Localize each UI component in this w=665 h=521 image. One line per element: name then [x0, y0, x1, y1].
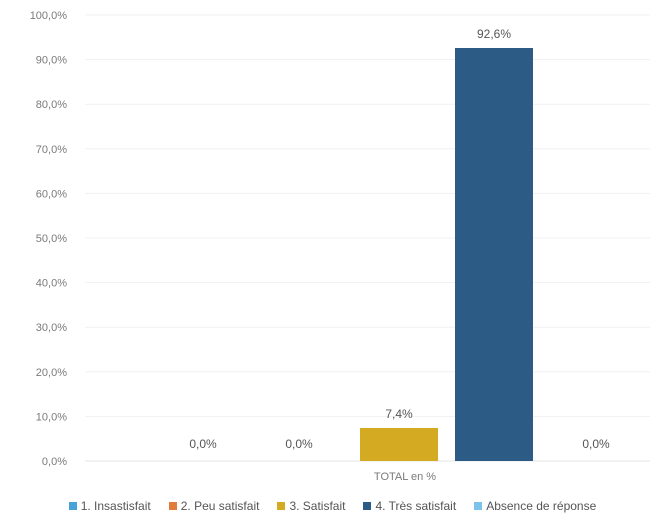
- data-label: 0,0%: [582, 437, 610, 451]
- y-tick-label: 90,0%: [36, 55, 67, 67]
- gridlines: [85, 14, 650, 462]
- legend-swatch: [277, 502, 286, 510]
- x-axis-category-label: TOTAL en %: [374, 471, 436, 483]
- y-tick-label: 50,0%: [36, 233, 67, 245]
- bars: [360, 48, 533, 462]
- bar-3-satisfait: [360, 427, 438, 461]
- legend-item-insatisfait: 1. Insastisfait: [68, 499, 151, 513]
- bar-chart-svg: 0,0% 10,0% 20,0% 30,0% 40,0% 50,0% 60,0% 70,0% 8…: [30, 10, 650, 483]
- legend-label: 2. Peu satisfait: [180, 499, 260, 513]
- y-tick-label: 100,0%: [30, 10, 68, 22]
- legend-swatch: [68, 502, 77, 510]
- data-label: 0,0%: [285, 437, 313, 451]
- y-tick-label: 10,0%: [36, 411, 67, 423]
- bar-4-tr-s-satisfait: [455, 48, 533, 462]
- legend-item-peu-satisfait: 2. Peu satisfait: [168, 499, 260, 513]
- legend-swatch: [168, 502, 177, 510]
- data-label: 0,0%: [189, 437, 217, 451]
- data-label: 7,4%: [385, 407, 413, 421]
- y-tick-label: 70,0%: [36, 144, 67, 156]
- legend: 1. Insastisfait 2. Peu satisfait 3. Sati…: [0, 495, 665, 517]
- data-labels: 0,0% 0,0% 7,4% 92,6% 0,0%: [189, 27, 610, 451]
- legend-item-tres-satisfait: 4. Très satisfait: [363, 499, 456, 513]
- legend-swatch: [363, 502, 372, 510]
- y-tick-label: 40,0%: [36, 278, 67, 290]
- data-label: 92,6%: [477, 27, 511, 41]
- legend-swatch: [474, 502, 483, 510]
- y-tick-label: 30,0%: [36, 322, 67, 334]
- legend-item-absence-reponse: Absence de réponse: [474, 499, 596, 513]
- legend-item-satisfait: 3. Satisfait: [277, 499, 345, 513]
- legend-label: 3. Satisfait: [289, 499, 346, 513]
- legend-label: Absence de réponse: [486, 499, 597, 513]
- legend-label: 4. Très satisfait: [375, 499, 457, 513]
- legend-label: 1. Insastisfait: [80, 499, 151, 513]
- y-tick-label: 20,0%: [36, 367, 67, 379]
- y-axis-tick-labels: 0,0% 10,0% 20,0% 30,0% 40,0% 50,0% 60,0% 70,0% 8…: [30, 10, 68, 468]
- y-tick-label: 60,0%: [36, 188, 67, 200]
- y-tick-label: 0,0%: [42, 456, 67, 468]
- y-tick-label: 80,0%: [36, 99, 67, 111]
